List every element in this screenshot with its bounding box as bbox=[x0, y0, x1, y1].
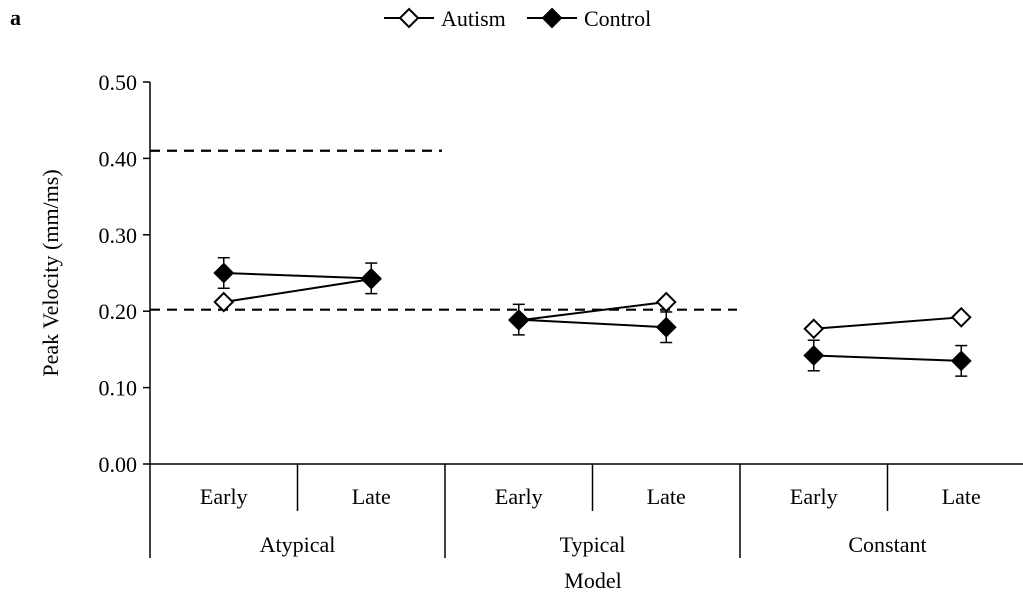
y-tick-label: 0.50 bbox=[99, 70, 138, 95]
category-label: Late bbox=[942, 484, 981, 509]
plot-area bbox=[213, 256, 972, 377]
control-marker bbox=[950, 350, 972, 372]
y-tick-label: 0.20 bbox=[99, 299, 138, 324]
category-label: Early bbox=[790, 484, 838, 509]
series-line bbox=[813, 354, 962, 362]
control-marker bbox=[213, 262, 235, 284]
control-marker bbox=[508, 309, 530, 331]
autism-marker bbox=[398, 7, 420, 29]
control-marker bbox=[360, 267, 382, 289]
series-line bbox=[518, 301, 667, 322]
category-label: Early bbox=[200, 484, 248, 509]
y-tick-label: 0.00 bbox=[99, 452, 138, 477]
reference-lines bbox=[150, 149, 737, 311]
group-label: Typical bbox=[560, 532, 626, 557]
axes: 0.00 0.10 0.20 0.30 0.40 0.50 Early Late Atypica… bbox=[99, 70, 1023, 558]
y-axis-label: Peak Velocity (mm/ms) bbox=[38, 169, 63, 376]
control-marker bbox=[655, 316, 677, 338]
series-line bbox=[518, 318, 667, 329]
autism-marker bbox=[655, 291, 677, 313]
y-tick-label: 0.10 bbox=[99, 376, 138, 401]
legend-label: Autism bbox=[441, 6, 506, 31]
control-marker bbox=[803, 345, 825, 366]
series-line bbox=[223, 278, 372, 304]
series-line bbox=[813, 316, 962, 330]
category-label: Late bbox=[647, 484, 686, 509]
control-marker bbox=[541, 7, 563, 29]
autism-marker bbox=[950, 306, 972, 328]
group-label: Constant bbox=[848, 532, 926, 557]
y-tick-label: 0.30 bbox=[99, 223, 138, 248]
autism-marker bbox=[213, 291, 235, 313]
group-label: Atypical bbox=[260, 532, 336, 557]
category-label: Early bbox=[495, 484, 543, 509]
panel-label: a bbox=[10, 5, 21, 30]
x-axis-label: Model bbox=[564, 568, 621, 593]
legend-label: Control bbox=[584, 6, 651, 31]
series-line bbox=[223, 272, 372, 280]
y-tick-label: 0.40 bbox=[99, 146, 138, 171]
autism-marker bbox=[803, 318, 825, 340]
category-label: Late bbox=[352, 484, 391, 509]
legend: Autism Control bbox=[384, 6, 651, 31]
